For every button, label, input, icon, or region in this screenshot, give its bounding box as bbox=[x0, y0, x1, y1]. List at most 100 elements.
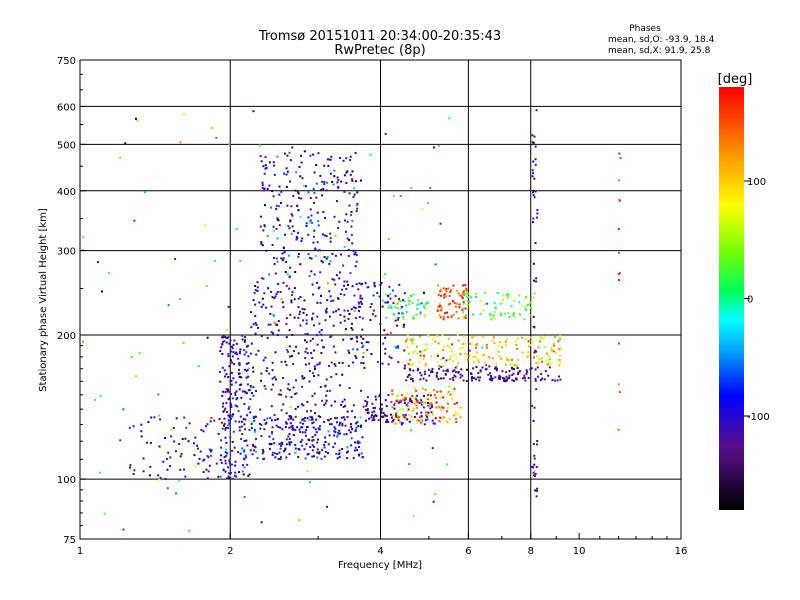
data-point bbox=[288, 287, 291, 290]
data-point bbox=[319, 425, 321, 428]
data-point bbox=[276, 334, 279, 337]
data-point bbox=[342, 338, 345, 341]
data-point bbox=[394, 403, 397, 406]
data-point bbox=[354, 251, 357, 254]
data-point bbox=[167, 304, 170, 307]
data-point bbox=[415, 345, 418, 348]
data-point bbox=[275, 257, 278, 260]
data-point bbox=[409, 397, 412, 400]
data-point bbox=[400, 413, 403, 416]
data-point bbox=[406, 375, 409, 378]
data-point bbox=[459, 373, 462, 376]
data-point bbox=[373, 418, 376, 421]
data-point bbox=[506, 357, 509, 359]
data-point bbox=[217, 475, 220, 478]
data-point bbox=[369, 319, 372, 321]
data-point bbox=[228, 460, 231, 463]
data-point bbox=[272, 438, 275, 441]
data-point bbox=[288, 329, 291, 332]
data-point bbox=[280, 393, 282, 396]
data-point bbox=[532, 419, 535, 422]
data-point bbox=[559, 378, 562, 381]
data-point bbox=[261, 244, 264, 247]
data-point bbox=[479, 313, 482, 316]
data-point bbox=[317, 152, 320, 155]
data-point bbox=[498, 355, 501, 358]
data-point bbox=[219, 380, 222, 383]
data-point bbox=[81, 340, 84, 343]
data-point bbox=[326, 256, 329, 259]
data-point bbox=[397, 394, 400, 397]
data-point bbox=[411, 418, 414, 421]
data-point bbox=[449, 393, 452, 396]
data-point bbox=[353, 253, 356, 256]
data-point bbox=[268, 273, 271, 276]
data-point bbox=[454, 366, 457, 369]
data-point bbox=[531, 404, 534, 407]
data-point bbox=[273, 297, 276, 299]
data-point bbox=[420, 302, 423, 305]
data-point bbox=[205, 285, 208, 287]
data-point bbox=[253, 291, 256, 294]
data-point bbox=[345, 433, 348, 435]
data-point bbox=[345, 328, 347, 331]
data-point bbox=[541, 360, 544, 363]
data-point bbox=[269, 323, 272, 326]
data-point bbox=[516, 347, 519, 350]
data-point bbox=[505, 340, 507, 343]
data-point bbox=[439, 288, 442, 291]
data-point bbox=[438, 314, 441, 317]
data-point bbox=[226, 328, 229, 331]
data-point bbox=[439, 309, 442, 311]
data-point bbox=[319, 416, 322, 418]
data-point bbox=[382, 412, 385, 414]
data-point bbox=[342, 405, 345, 408]
data-point bbox=[617, 279, 620, 281]
data-point bbox=[411, 377, 414, 380]
data-point bbox=[246, 383, 249, 386]
data-point bbox=[435, 374, 438, 377]
data-point bbox=[389, 331, 392, 334]
data-point bbox=[394, 345, 397, 348]
data-point bbox=[298, 428, 301, 431]
data-point bbox=[245, 362, 248, 365]
data-point bbox=[228, 472, 231, 475]
data-point bbox=[516, 337, 519, 340]
data-point bbox=[275, 424, 278, 427]
data-point bbox=[239, 452, 242, 455]
data-point bbox=[254, 289, 257, 292]
data-point bbox=[240, 437, 243, 440]
data-point bbox=[275, 204, 278, 207]
data-point bbox=[292, 434, 295, 436]
data-point bbox=[385, 316, 388, 319]
data-point bbox=[619, 157, 622, 160]
data-point bbox=[358, 310, 360, 313]
data-point bbox=[447, 287, 450, 290]
data-point bbox=[307, 191, 310, 194]
data-point bbox=[468, 301, 471, 303]
data-point bbox=[316, 211, 319, 214]
data-point bbox=[311, 318, 314, 321]
data-point bbox=[500, 357, 503, 360]
data-point bbox=[392, 302, 395, 305]
data-point bbox=[179, 455, 182, 458]
data-point bbox=[158, 478, 161, 481]
data-point bbox=[297, 306, 300, 309]
data-point bbox=[256, 286, 259, 289]
data-point bbox=[449, 302, 452, 305]
data-point bbox=[329, 232, 332, 235]
data-point bbox=[497, 350, 500, 353]
data-point bbox=[395, 415, 398, 418]
data-point bbox=[288, 345, 291, 348]
data-point bbox=[247, 344, 249, 347]
data-point bbox=[336, 435, 338, 438]
data-point bbox=[524, 296, 527, 299]
data-point bbox=[355, 283, 358, 286]
data-point bbox=[336, 457, 339, 460]
data-point bbox=[336, 421, 338, 424]
data-point bbox=[420, 403, 423, 406]
data-point bbox=[220, 461, 223, 464]
data-point bbox=[238, 376, 241, 379]
data-point bbox=[251, 453, 254, 456]
data-point bbox=[268, 435, 271, 438]
